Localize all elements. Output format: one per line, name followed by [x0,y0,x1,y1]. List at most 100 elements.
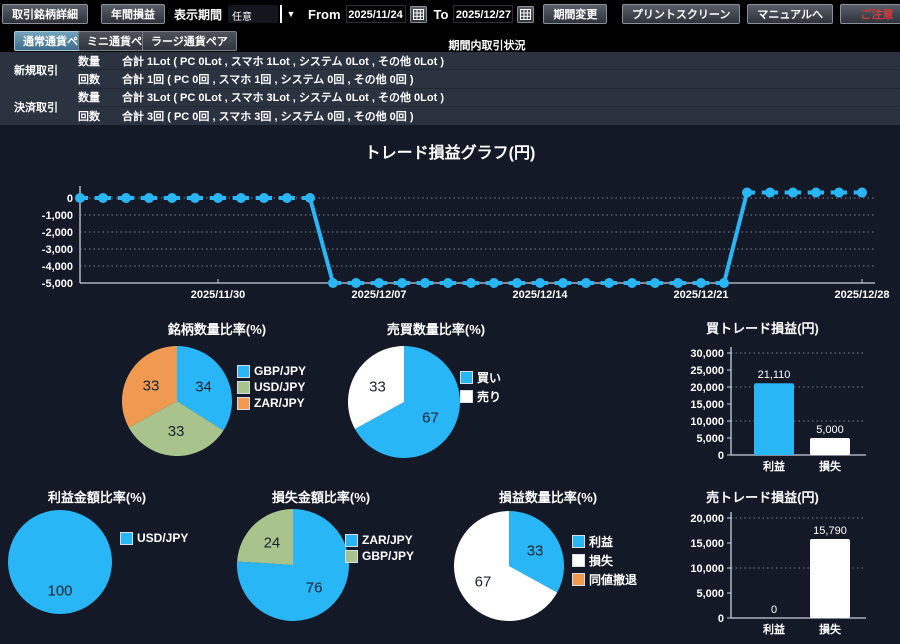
svg-text:損失: 損失 [819,622,842,636]
buy-sell-quantity-ratio-legend: 買い売り [460,369,501,405]
legend-swatch [345,549,358,563]
to-calendar-button[interactable] [517,5,535,23]
svg-text:15,000: 15,000 [690,538,724,550]
profit-amount-pie-title: 利益金額比率(%) [47,490,147,505]
loss-amount-pie-title: 損失金額比率(%) [271,490,371,505]
svg-text:15,790: 15,790 [813,525,847,537]
svg-text:0: 0 [771,604,777,616]
svg-text:2025/12/07: 2025/12/07 [351,289,406,301]
legend-swatch [572,535,585,548]
metric-value: 合計 1回 ( PC 0回 , スマホ 1回 , システム 0回 , その他 0… [122,70,900,89]
legend-item: ZAR/JPY [237,396,306,410]
svg-text:21,110: 21,110 [758,369,791,381]
svg-text:利益: 利益 [763,459,785,473]
loss-amount-ratio-legend: ZAR/JPY GBP/JPY [345,533,414,563]
group-label-new-trade: 新規取引 [14,65,58,78]
buy-sell-qty-pie-title: 売買数量比率(%) [386,322,486,337]
svg-text:2025/12/28: 2025/12/28 [834,289,889,301]
legend-item: GBP/JPY [345,549,414,563]
svg-text:20,000: 20,000 [690,513,724,525]
select-divider [280,5,283,23]
svg-text:-3,000: -3,000 [42,244,73,256]
legend-item: 利益 [572,533,637,550]
from-date-field[interactable]: 2025/11/24 [345,5,406,23]
from-label: From [308,6,341,22]
legend-swatch [120,531,133,545]
trade-pl-line-chart: 0 -1,000 -2,000 -3,000 -4,000 -5,000 2025/11/3… [42,186,890,301]
legend-label: ZAR/JPY [254,396,305,410]
svg-text:24: 24 [264,535,281,552]
svg-text:20,000: 20,000 [690,382,724,394]
metric-label: 数量 [78,89,122,107]
legend-item: USD/JPY [120,531,188,545]
print-screen-button[interactable]: プリントスクリーン [621,4,741,24]
legend-label: 利益 [589,535,614,549]
symbol-qty-pie-title: 銘柄数量比率(%) [167,322,267,337]
period-trade-status-header: 期間内取引状況 [448,40,526,52]
legend-swatch [460,371,473,384]
trade-summary-table: 新規取引 数量 合計 1Lot ( PC 0Lot , スマホ 1Lot , シ… [0,52,900,125]
pl-qty-pie-title: 損益数量比率(%) [498,490,598,505]
period-select[interactable]: 任意 ▼ [228,4,300,24]
pl-quantity-ratio-chart: 33 67 [454,510,565,621]
legend-item: 損失 [572,552,637,569]
from-calendar-button[interactable] [409,5,427,23]
legend-label: 同値撤退 [589,573,638,587]
period-select-value: 任意 [228,5,279,23]
tab-large-currency-pair[interactable]: ラージ通貨ペア [142,31,237,51]
legend-label: 損失 [589,554,614,568]
svg-text:67: 67 [475,573,492,590]
svg-text:67: 67 [422,410,439,427]
svg-text:0: 0 [718,613,724,625]
svg-text:100: 100 [47,583,72,600]
profit-amount-ratio-chart: 100 [8,510,112,614]
caution-button[interactable]: ご注意 [840,4,900,24]
buy-trade-pl-chart: 30,000 25,000 20,000 15,000 10,000 5,000 0 21,1… [690,347,866,473]
manual-button[interactable]: マニュアルへ [747,4,833,24]
chevron-down-icon[interactable]: ▼ [286,9,296,19]
legend-item: ZAR/JPY [345,533,414,547]
metric-label: 数量 [78,52,122,71]
tab-row: 通常通貨ペア ミニ通貨ペア ラージ通貨ペア [0,28,900,52]
svg-text:-2,000: -2,000 [42,227,73,239]
change-period-button[interactable]: 期間変更 [543,4,608,24]
annual-pl-button[interactable]: 年間損益 [101,4,165,24]
trade-detail-button[interactable]: 取引銘柄詳細 [2,4,88,24]
sell-trade-pl-chart: 20,000 15,000 10,000 5,000 0 0 利益 15,790 損失 [690,512,866,636]
symbol-quantity-ratio-chart: 34 33 33 [121,346,233,457]
buy-trade-pl-title: 買トレード損益(円) [706,321,819,336]
metric-value: 合計 3回 ( PC 0回 , スマホ 3回 , システム 0回 , その他 0… [122,110,414,123]
legend-swatch [237,396,250,410]
svg-text:34: 34 [195,378,212,395]
tab-mini-currency-pair[interactable]: ミニ通貨ペア [78,31,162,51]
svg-text:2025/12/14: 2025/12/14 [512,289,568,301]
svg-text:30,000: 30,000 [690,348,724,360]
calendar-icon [520,8,532,20]
svg-text:25,000: 25,000 [690,365,724,377]
legend-item: 同値撤退 [572,571,637,588]
sell-trade-pl-title: 売トレード損益(円) [706,490,819,505]
legend-item: 売り [460,388,501,405]
display-period-label: 表示期間 [174,7,223,22]
svg-text:10,000: 10,000 [690,416,724,428]
svg-text:-1,000: -1,000 [42,210,73,222]
svg-text:-4,000: -4,000 [42,261,73,273]
group-label-close-trade: 決済取引 [14,101,58,114]
svg-text:5,000: 5,000 [696,588,724,600]
svg-text:利益: 利益 [763,622,785,636]
buy-sell-quantity-ratio-chart: 67 33 [348,346,461,459]
svg-text:33: 33 [168,423,185,440]
metric-value: 合計 3Lot ( PC 0Lot , スマホ 3Lot , システム 0Lot… [122,89,900,107]
legend-swatch [572,573,585,586]
toolbar: 取引銘柄詳細 年間損益 表示期間 任意 ▼ From 2025/11/24 To… [0,0,900,28]
svg-text:2025/12/21: 2025/12/21 [673,289,728,301]
svg-text:76: 76 [306,579,323,596]
legend-label: 買い [477,371,502,385]
tab-normal-currency-pair[interactable]: 通常通貨ペア [14,31,98,51]
symbol-quantity-ratio-legend: GBP/JPY USD/JPY ZAR/JPY [237,364,306,410]
legend-swatch [237,364,250,378]
metric-label: 回数 [78,110,100,123]
to-date-field[interactable]: 2025/12/27 [453,5,514,23]
loss-amount-ratio-chart: 76 24 [236,509,349,621]
